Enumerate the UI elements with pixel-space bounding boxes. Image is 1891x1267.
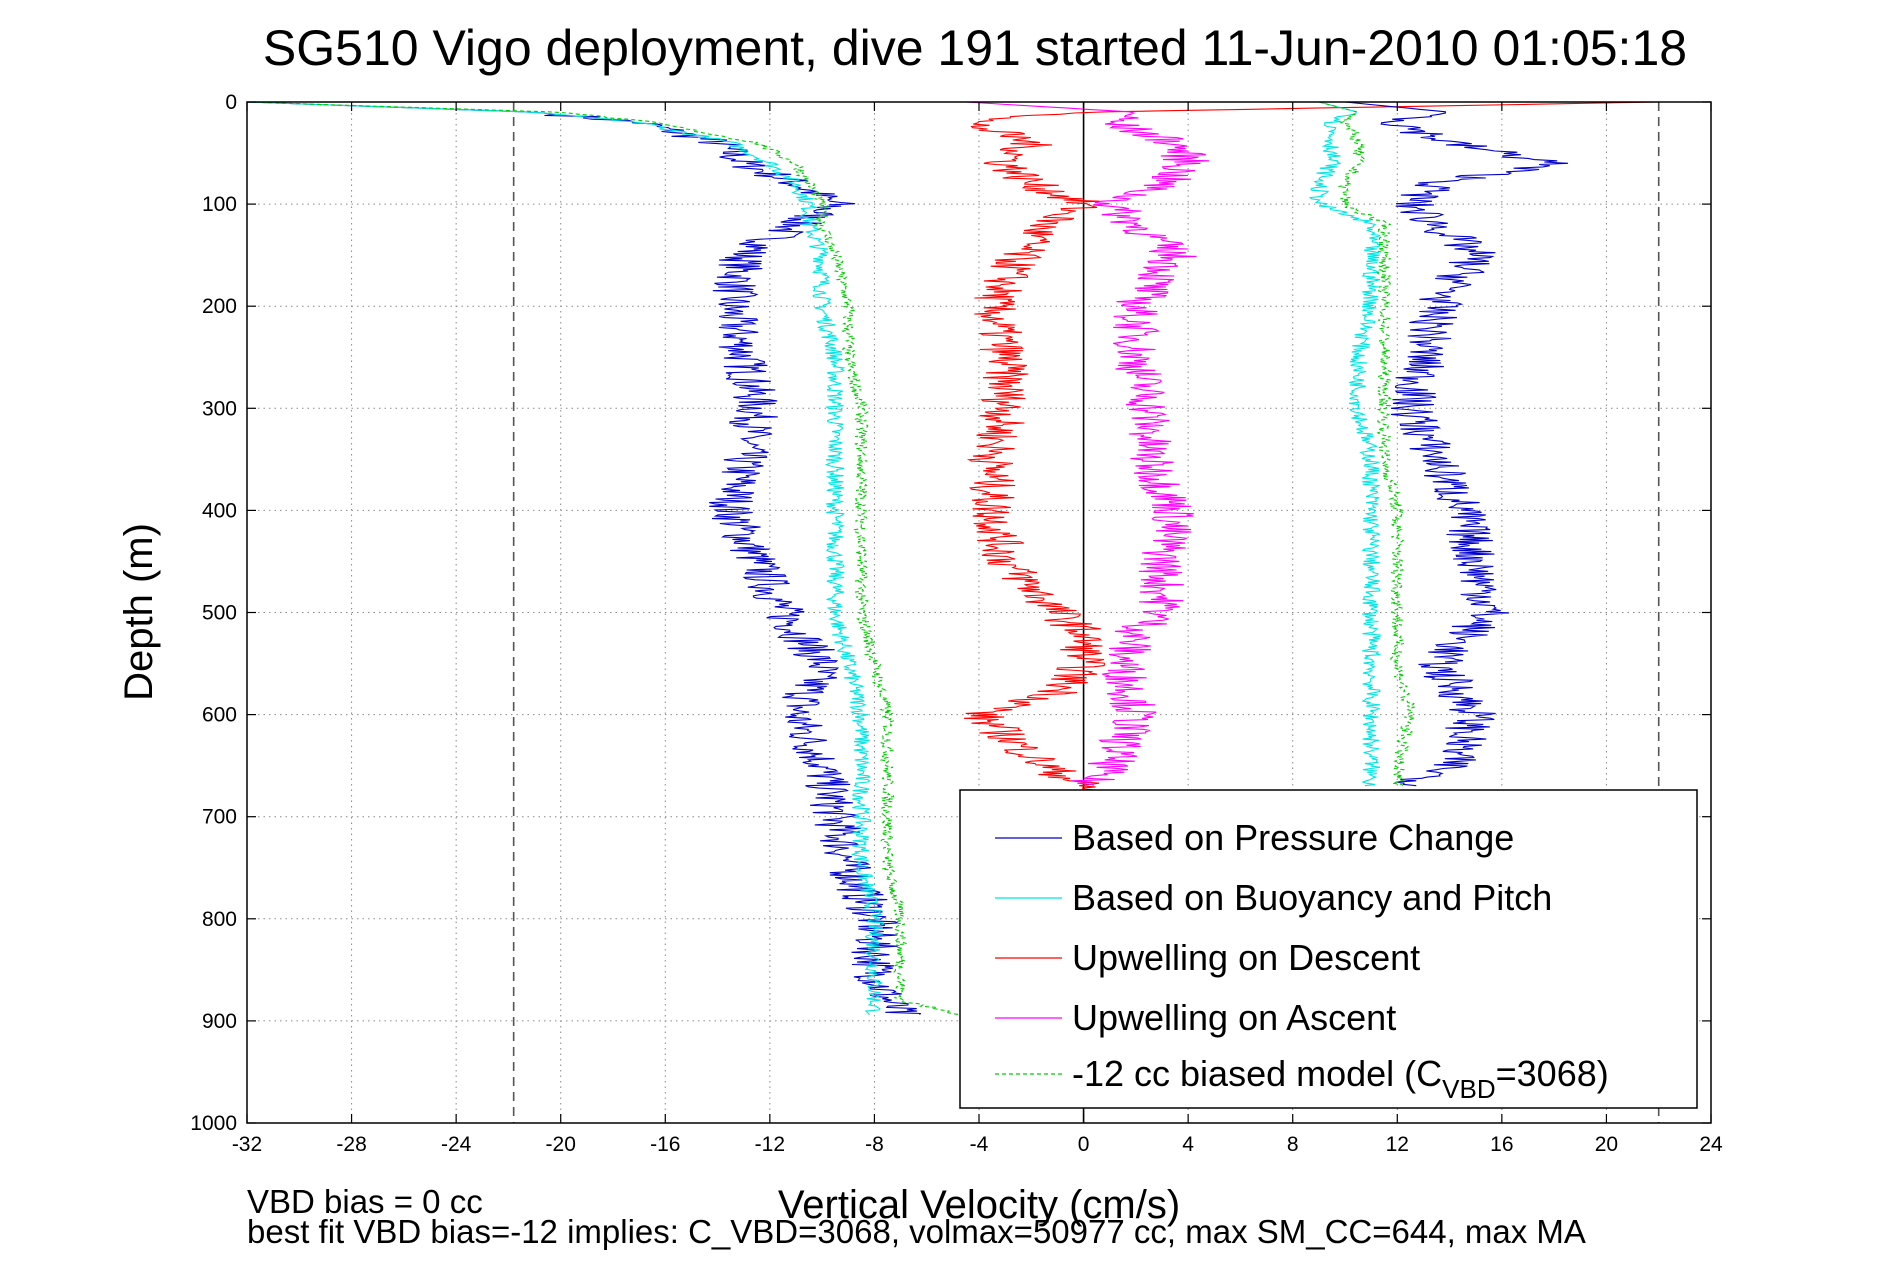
series-line <box>965 101 1210 786</box>
x-tick-label: 20 <box>1595 1133 1618 1156</box>
x-tick-label: -4 <box>970 1133 989 1156</box>
legend-label: -12 cc biased model (CVBD=3068) <box>1072 1053 1609 1104</box>
x-tick-label: 0 <box>1078 1133 1090 1156</box>
series-line <box>1344 101 1569 787</box>
series-line <box>246 101 961 1016</box>
x-axis-label: Vertical Velocity (cm/s) <box>778 1183 1180 1227</box>
y-tick-label: 500 <box>202 602 237 625</box>
y-tick-label: 200 <box>202 295 237 318</box>
x-ticks: -32 -28 -24 -20 -16 -12 -8 -4 0 4 8 12 16 20 24 <box>232 102 1723 1156</box>
x-tick-label: 8 <box>1287 1133 1299 1156</box>
legend-label: Based on Pressure Change <box>1072 817 1514 858</box>
series-lines <box>246 101 1659 1016</box>
x-tick-label: -32 <box>232 1133 262 1156</box>
chart-title: SG510 Vigo deployment, dive 191 started … <box>263 20 1687 76</box>
y-tick-label: 900 <box>202 1010 237 1033</box>
y-tick-label: 400 <box>202 499 237 522</box>
series-line <box>246 101 922 1016</box>
x-tick-label: 24 <box>1699 1133 1723 1156</box>
x-tick-label: -12 <box>755 1133 785 1156</box>
y-tick-label: 600 <box>202 704 237 727</box>
x-tick-label: 16 <box>1490 1133 1513 1156</box>
y-tick-label: 800 <box>202 908 237 931</box>
x-tick-label: 12 <box>1386 1133 1409 1156</box>
vbd-bias-annotation: VBD bias = 0 cc <box>247 1183 483 1220</box>
y-ticks: 0 100 200 300 400 500 600 700 800 900 1000 <box>190 91 1711 1135</box>
legend-label: Upwelling on Descent <box>1072 937 1420 978</box>
series-line <box>1308 101 1382 787</box>
y-tick-label: 0 <box>225 91 237 114</box>
legend-box <box>959 789 1698 1109</box>
series-line <box>246 101 884 1016</box>
x-tick-label: 4 <box>1182 1133 1194 1156</box>
y-axis-label: Depth (m) <box>117 523 161 701</box>
series-line <box>1318 101 1417 787</box>
y-tick-label: 1000 <box>190 1112 237 1135</box>
x-tick-label: -16 <box>650 1133 680 1156</box>
x-tick-label: -24 <box>441 1133 472 1156</box>
y-tick-label: 700 <box>202 806 237 829</box>
legend-label: Based on Buoyancy and Pitch <box>1072 877 1552 918</box>
x-tick-label: -8 <box>865 1133 884 1156</box>
y-tick-label: 300 <box>202 397 237 420</box>
legend-label: Upwelling on Ascent <box>1072 997 1396 1038</box>
y-tick-label: 100 <box>202 193 237 216</box>
x-tick-label: -28 <box>336 1133 366 1156</box>
series-line <box>963 101 1659 797</box>
best-fit-annotation: best fit VBD bias=-12 implies: C_VBD=306… <box>247 1213 1586 1250</box>
x-tick-label: -20 <box>546 1133 576 1156</box>
legend: Based on Pressure Change Based on Buoyanc… <box>959 789 1698 1109</box>
